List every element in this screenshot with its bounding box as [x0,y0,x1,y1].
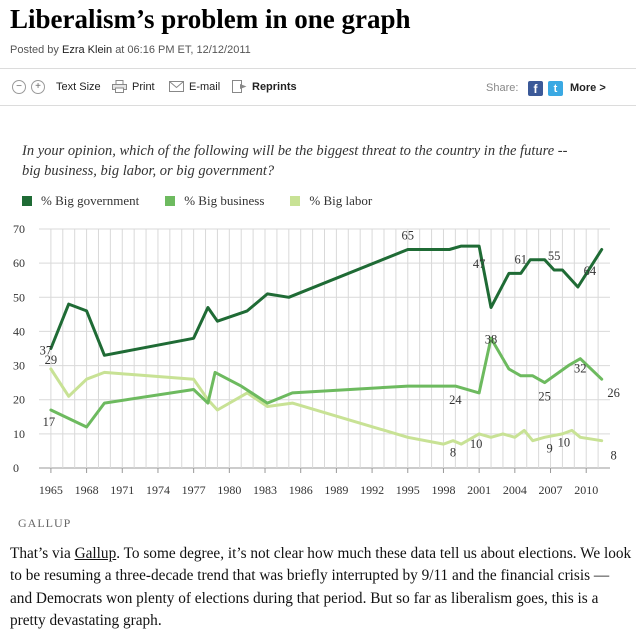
legend-item-big-government: % Big government [22,193,139,209]
data-label: 64 [584,264,597,278]
facebook-icon[interactable]: f [528,81,543,96]
data-label: 32 [574,362,587,376]
chart-source: GALLUP [18,516,72,530]
x-tick-label: 1965 [39,483,63,497]
byline-prefix: Posted by [10,44,59,56]
x-tick-label: 1980 [217,483,241,497]
envelope-icon [169,81,184,92]
data-label: 10 [470,437,483,451]
commentary-lead: That’s via [10,545,75,562]
legend-swatch [165,196,176,206]
byline: Posted by Ezra Klein at 06:16 PM ET, 12/… [10,44,251,56]
x-tick-label: 1989 [324,483,348,497]
data-label: 8 [450,446,456,460]
x-tick-label: 1998 [431,483,455,497]
legend-label: % Big government [41,193,140,208]
reprints-button[interactable]: Reprints [232,80,297,93]
legend-item-big-labor: % Big labor [290,193,372,209]
data-label: 37 [40,344,53,358]
article-title: Liberalism’s problem in one graph [10,4,411,34]
x-tick-label: 1968 [75,483,99,497]
decrease-text-button[interactable]: − [12,80,26,94]
twitter-icon[interactable]: t [548,81,563,96]
x-tick-label: 1992 [360,483,384,497]
legend-label: % Big labor [309,193,373,208]
email-button[interactable]: E-mail [169,80,220,93]
y-tick-label: 60 [13,256,25,270]
x-tick-label: 1971 [110,483,134,497]
text-size-controls: − + Text Size [12,80,101,94]
y-tick-label: 0 [13,461,19,475]
data-label: 24 [449,393,462,407]
text-size-label: Text Size [56,81,101,93]
data-label: 25 [538,390,551,404]
data-label: 55 [548,249,561,263]
article-toolbar: − + Text Size Print E-mail Reprints Shar… [0,68,636,106]
x-tick-label: 1983 [253,483,277,497]
email-label: E-mail [189,80,221,93]
data-label: 17 [43,415,56,429]
data-label: 26 [607,386,620,400]
data-label: 29 [45,353,58,367]
x-tick-label: 2007 [539,483,563,497]
chart-legend: % Big government % Big business % Big la… [22,193,398,209]
x-tick-label: 1974 [146,483,170,497]
x-tick-label: 2001 [467,483,491,497]
data-label: 9 [546,441,552,455]
x-tick-label: 2010 [574,483,598,497]
printer-icon [112,80,127,93]
print-button[interactable]: Print [112,80,155,93]
share-label: Share: [486,82,519,94]
data-label: 10 [558,435,571,449]
more-share-button[interactable]: More > [570,82,606,94]
x-tick-label: 1995 [396,483,420,497]
data-label: 8 [611,449,617,463]
line-chart: 0 10 20 30 40 50 60 70 1965 1968 1971 1974 1977 1980 1… [13,222,620,497]
chart-question: In your opinion, which of the following … [22,143,568,179]
data-label: 61 [515,252,528,266]
article-commentary: That’s via Gallup. To some degree, it’s … [10,543,632,633]
increase-text-button[interactable]: + [31,80,45,94]
y-tick-label: 50 [13,290,25,304]
x-tick-label: 1977 [182,483,206,497]
series-line-big-business [49,336,604,429]
series-line-big-government [49,244,604,357]
post-timestamp: at 06:16 PM ET, 12/12/2011 [115,44,251,56]
x-tick-label: 2004 [503,483,527,497]
data-label: 38 [485,332,498,346]
print-label: Print [132,80,155,93]
x-tick-label: 1986 [289,483,313,497]
reprints-label: Reprints [252,80,297,93]
reprints-icon [232,80,247,93]
y-tick-label: 20 [13,393,25,407]
y-tick-label: 40 [13,324,25,338]
legend-swatch [22,196,32,206]
author-link[interactable]: Ezra Klein [61,44,113,56]
commentary-text: . To some degree, it’s not clear how muc… [10,545,632,630]
legend-label: % Big business [184,193,265,208]
data-label: 65 [402,228,415,242]
y-tick-label: 10 [13,427,25,441]
y-tick-label: 30 [13,359,25,373]
y-tick-label: 70 [13,222,25,236]
data-label: 47 [473,257,486,271]
gallup-link[interactable]: Gallup [74,545,117,562]
series-line-big-labor [49,367,604,446]
legend-item-big-business: % Big business [165,193,264,209]
legend-swatch [290,196,301,206]
